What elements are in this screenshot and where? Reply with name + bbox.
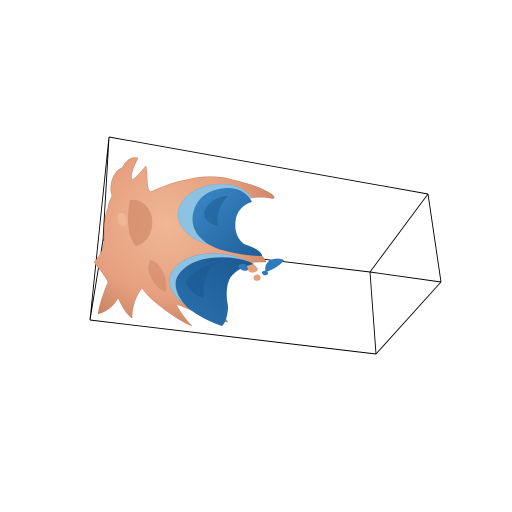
outer-surface-fragment <box>246 263 258 273</box>
inner-surface-bottom-shade <box>186 264 214 298</box>
bbox-edge <box>102 136 110 241</box>
bbox-edge <box>89 319 377 355</box>
outer-surface-fold <box>148 260 167 292</box>
inner-surface-fragment <box>238 263 248 271</box>
outer-surface-fragment <box>253 274 261 281</box>
bbox-edge <box>375 281 442 355</box>
outer-surface-highlight <box>117 212 127 227</box>
inner-surface-fragment <box>265 258 284 272</box>
bbox-edge <box>369 271 442 283</box>
inner-surface-top-shade <box>204 196 228 226</box>
bbox-edge <box>108 136 429 195</box>
outer-surface-fold <box>128 199 153 246</box>
inner-surface-fragment <box>262 270 268 276</box>
isosurface-inner <box>175 188 284 326</box>
bbox-edge <box>427 193 442 283</box>
bbox-edge <box>89 136 110 321</box>
bbox-edge <box>369 193 429 273</box>
bbox-edge <box>369 271 377 355</box>
